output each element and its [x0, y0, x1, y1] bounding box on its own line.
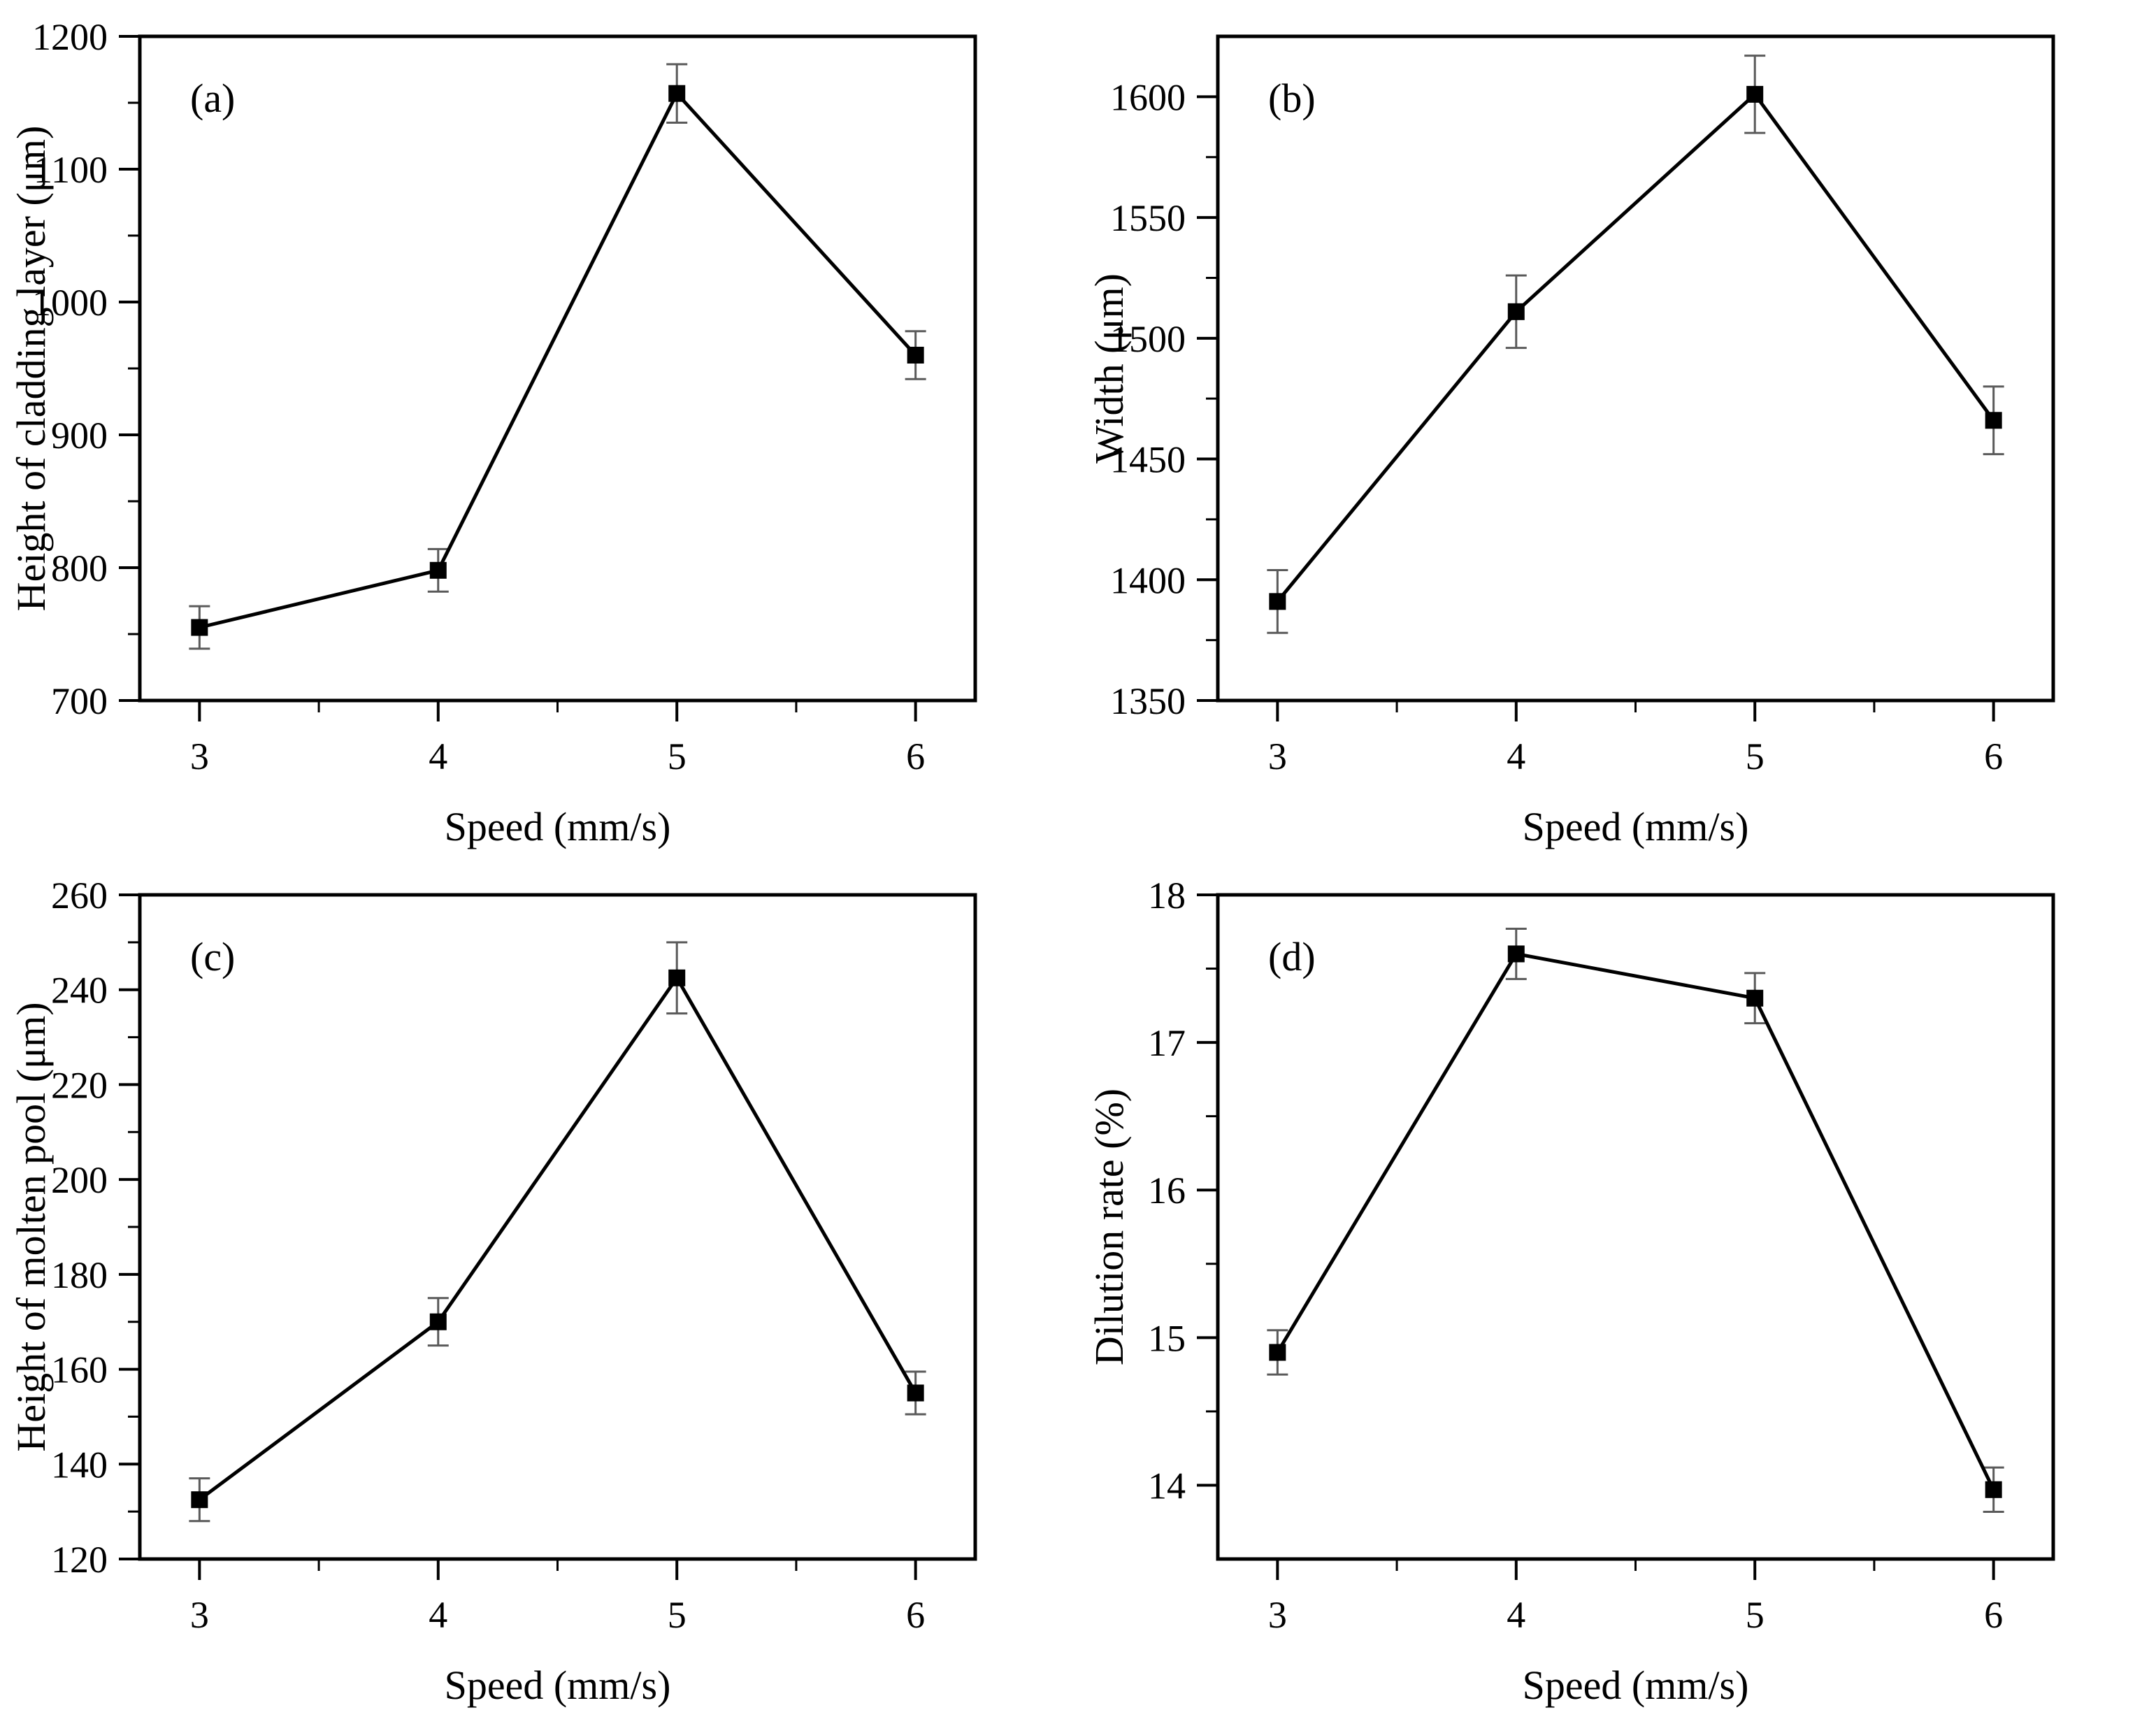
y-tick-label: 1600 [1110, 76, 1186, 118]
data-point-marker [668, 85, 686, 102]
data-point-marker [907, 1384, 924, 1402]
panel-d: 14 15 16 17 18 3 4 5 6 Dilution rate (%) Speed (mm… [1078, 858, 2156, 1717]
panel-letter: (d) [1268, 934, 1316, 979]
panel-a: 700 800 900 1000 1100 1200 3 4 5 6 Height of cladd… [0, 0, 1078, 858]
y-axis-label: Width (μm) [1086, 273, 1132, 464]
data-point-marker [1507, 945, 1525, 963]
y-tick-label: 260 [51, 875, 108, 917]
y-tick-label: 18 [1148, 875, 1186, 917]
y-axis-label: Height of cladding layer (μm) [8, 126, 54, 612]
data-point-marker [429, 1313, 447, 1330]
data-line [1276, 92, 1995, 603]
chart-width: 1350 1400 1450 1500 1550 1600 3 4 5 6 Width (μm) Sp… [1078, 0, 2156, 858]
chart-dilution-rate: 14 15 16 17 18 3 4 5 6 Dilution rate (%) Speed (mm… [1078, 858, 2156, 1717]
panel-letter: (c) [190, 934, 235, 979]
y-axis-label: Height of molten pool (μm) [8, 1002, 54, 1451]
data-line [198, 975, 917, 1502]
data-point-marker [1985, 1481, 2002, 1498]
axes-frame [138, 893, 977, 1561]
x-tick-label: 3 [1268, 735, 1287, 777]
x-tick-label: 4 [429, 735, 447, 777]
x-tick-label: 6 [1984, 735, 2003, 777]
data-point-marker [1507, 303, 1525, 320]
axes-frame [138, 34, 977, 703]
y-tick-label: 1200 [32, 16, 108, 58]
x-tick-label: 3 [1268, 1594, 1287, 1636]
x-tick-label: 6 [906, 735, 925, 777]
y-tick-label: 240 [51, 970, 108, 1012]
data-point-marker [191, 1491, 208, 1509]
data-point-marker [429, 561, 447, 579]
y-tick-label: 1400 [1110, 559, 1186, 601]
axes-frame [1216, 34, 2055, 703]
x-axis-label: Speed (mm/s) [445, 804, 671, 849]
data-point-marker [907, 347, 924, 364]
panel-letter: (a) [190, 76, 235, 121]
x-tick-label: 3 [190, 1594, 209, 1636]
y-tick-label: 17 [1148, 1022, 1186, 1064]
panel-b: 1350 1400 1450 1500 1550 1600 3 4 5 6 Width (μm) Sp… [1078, 0, 2156, 858]
panel-c: 120 140 160 180 200 220 240 260 3 4 5 6 Height of mo… [0, 858, 1078, 1717]
chart-height-molten-pool: 120 140 160 180 200 220 240 260 3 4 5 6 Height of mo… [0, 858, 1078, 1717]
y-tick-label: 120 [51, 1539, 108, 1581]
y-tick-label: 900 [51, 415, 108, 457]
x-tick-label: 4 [429, 1594, 447, 1636]
y-tick-label: 16 [1148, 1170, 1186, 1212]
data-line [1276, 951, 1995, 1490]
y-tick-label: 160 [51, 1349, 108, 1391]
y-tick-label: 180 [51, 1254, 108, 1296]
data-point-marker [1269, 593, 1286, 610]
x-axis-label: Speed (mm/s) [1523, 804, 1749, 849]
y-tick-label: 14 [1148, 1465, 1186, 1507]
y-tick-label: 800 [51, 547, 108, 589]
y-tick-label: 1550 [1110, 197, 1186, 239]
x-tick-label: 5 [668, 1594, 687, 1636]
x-tick-label: 6 [1984, 1594, 2003, 1636]
axes-frame [1216, 893, 2055, 1561]
x-tick-label: 5 [668, 735, 687, 777]
x-axis-label: Speed (mm/s) [1523, 1662, 1749, 1708]
x-axis-label: Speed (mm/s) [445, 1662, 671, 1708]
x-tick-label: 5 [1746, 1594, 1765, 1636]
y-tick-label: 140 [51, 1444, 108, 1486]
x-tick-label: 4 [1507, 1594, 1525, 1636]
y-axis-label: Dilution rate (%) [1086, 1089, 1132, 1365]
y-tick-label: 1000 [32, 282, 108, 324]
y-tick-label: 15 [1148, 1317, 1186, 1359]
data-point-marker [191, 619, 208, 636]
y-tick-label: 1100 [34, 149, 108, 191]
y-tick-label: 1450 [1110, 439, 1186, 481]
chart-height-cladding-layer: 700 800 900 1000 1100 1200 3 4 5 6 Height of cladd… [0, 0, 1078, 858]
x-tick-label: 6 [906, 1594, 925, 1636]
data-point-marker [1985, 412, 2002, 429]
data-point-marker [668, 969, 686, 986]
y-tick-label: 200 [51, 1159, 108, 1201]
y-tick-label: 700 [51, 680, 108, 722]
x-tick-label: 3 [190, 735, 209, 777]
y-tick-label: 1500 [1110, 318, 1186, 360]
x-tick-label: 5 [1746, 735, 1765, 777]
data-line [199, 90, 917, 629]
data-point-marker [1746, 85, 1764, 103]
data-point-marker [1269, 1344, 1286, 1361]
data-point-marker [1746, 989, 1764, 1007]
x-tick-label: 4 [1507, 735, 1525, 777]
y-tick-label: 1350 [1110, 680, 1186, 722]
y-tick-label: 220 [51, 1064, 108, 1106]
panel-letter: (b) [1268, 76, 1316, 121]
